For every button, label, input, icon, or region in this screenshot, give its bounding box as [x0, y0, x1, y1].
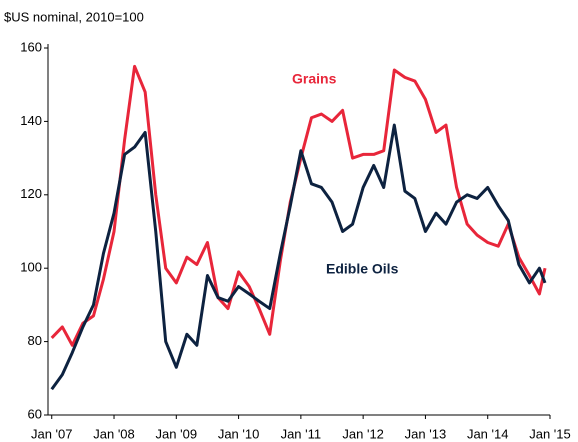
- x-tick-label: Jan '07: [31, 426, 73, 441]
- y-tick-label: 100: [20, 260, 42, 275]
- x-tick-label: Jan '12: [342, 426, 384, 441]
- y-tick-label: 120: [20, 186, 42, 201]
- annotation: Edible Oils: [326, 261, 399, 277]
- y-tick-label: 140: [20, 113, 42, 128]
- x-tick-label: Jan '13: [405, 426, 447, 441]
- x-tick-label: Jan '09: [156, 426, 198, 441]
- line-series: [50, 64, 547, 347]
- x-tick-label: Jan '08: [93, 426, 135, 441]
- line-series: [50, 123, 547, 391]
- x-tick-label: Jan '15: [529, 426, 571, 441]
- x-tick-label: Jan '11: [281, 426, 322, 441]
- y-tick-label: 160: [20, 39, 42, 54]
- y-tick-label: 60: [28, 406, 42, 421]
- x-tick-label: Jan '10: [218, 426, 260, 441]
- chart-title: $US nominal, 2010=100: [4, 9, 144, 24]
- y-tick-label: 80: [28, 333, 42, 348]
- annotation: Grains: [292, 71, 337, 87]
- x-tick-label: Jan '14: [467, 426, 509, 441]
